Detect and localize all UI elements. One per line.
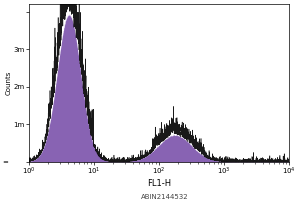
X-axis label: FL1-H: FL1-H xyxy=(147,179,171,188)
Text: ABIN2144532: ABIN2144532 xyxy=(141,194,189,200)
Y-axis label: Counts: Counts xyxy=(6,71,12,95)
Text: =: = xyxy=(2,159,8,165)
